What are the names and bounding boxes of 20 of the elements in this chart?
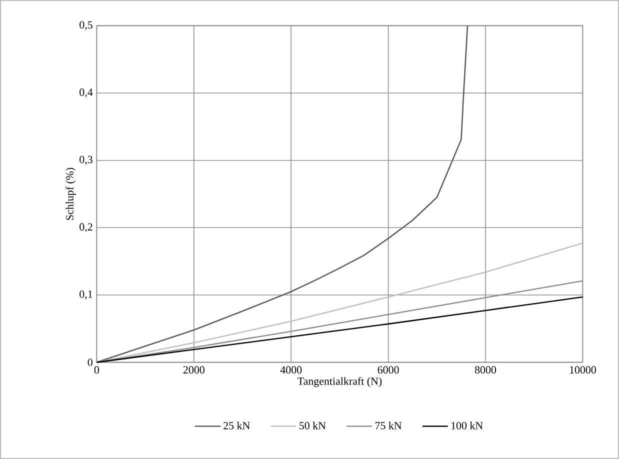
- legend-label: 75 kN: [375, 422, 402, 430]
- x-axis-title: Tangentialkraft (N): [298, 377, 382, 388]
- legend-label: 100 kN: [452, 422, 483, 430]
- y-axis-title: Schlupf (%): [66, 168, 76, 220]
- x-tick-label: 6000: [378, 366, 399, 374]
- y-tick-label: 0,1: [80, 290, 92, 300]
- y-tick-label: 0,2: [80, 223, 92, 232]
- legend-label: 25 kN: [224, 422, 250, 430]
- legend-label: 50 kN: [300, 422, 326, 430]
- y-tick-label: 0,5: [80, 21, 92, 30]
- x-tick-label: 4000: [280, 366, 302, 374]
- y-tick-label: 0: [88, 358, 92, 366]
- x-tick-label: 2000: [183, 366, 204, 374]
- line-series: [96, 25, 468, 363]
- x-tick-label: 10000: [570, 366, 596, 374]
- x-tick-label: 8000: [474, 366, 496, 374]
- y-tick-label: 0,4: [80, 88, 93, 98]
- y-tick-label: 0,3: [80, 156, 92, 165]
- x-tick-label: 0: [94, 366, 100, 374]
- line-series: [96, 296, 584, 363]
